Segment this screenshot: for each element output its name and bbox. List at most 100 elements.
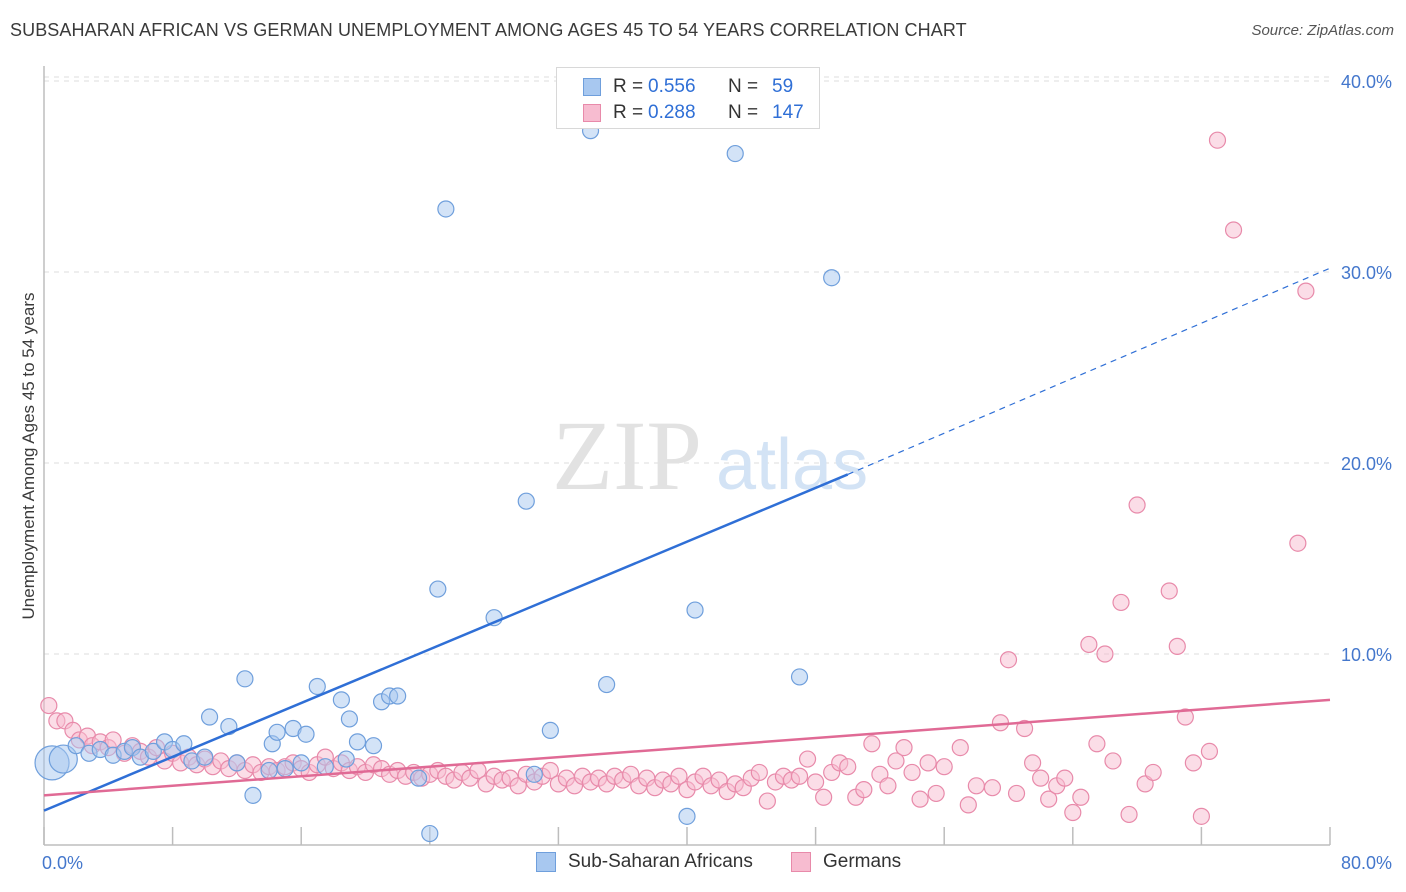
africans-point [200, 708, 219, 726]
africans-point [340, 710, 359, 728]
germans-point [1104, 752, 1122, 770]
germans-point [1192, 807, 1211, 825]
watermark-atlas: atlas [716, 425, 868, 505]
africans-point [790, 668, 809, 686]
africans-point [268, 723, 286, 741]
germans-point [1007, 784, 1026, 803]
legend-n-label: N = [728, 102, 759, 123]
africans-point [409, 769, 428, 787]
bottom-legend-swatch-africans [536, 852, 556, 872]
x-tick-label-min: 0.0% [42, 853, 83, 873]
bottom-legend-label-germans: Germans [823, 851, 902, 872]
x-tick-label-max: 80.0% [1341, 853, 1392, 873]
germans-point [855, 781, 873, 799]
germans-point [927, 784, 945, 803]
germans-point [1015, 719, 1034, 738]
legend-row-germans: R = 0.288 N = 147 [583, 100, 804, 126]
bottom-legend-germans: Germans [791, 851, 901, 873]
africans-point [598, 675, 616, 694]
y-tick-label: 10.0% [1341, 645, 1392, 665]
germans-point [1224, 221, 1243, 239]
africans-point [517, 492, 535, 510]
africans-point [244, 786, 262, 804]
africans-point [389, 687, 407, 705]
germans-point [798, 750, 817, 768]
germans-point [887, 752, 905, 770]
legend-n-label: N = [728, 76, 759, 97]
africans-point [316, 758, 334, 776]
bottom-legend: Sub-Saharan Africans Germans [0, 851, 1406, 877]
africans-point [348, 733, 367, 751]
germans-point [1120, 805, 1138, 824]
germans-point [951, 738, 969, 757]
germans-point [1176, 708, 1194, 726]
source-label: Source: ZipAtlas.com [1251, 22, 1394, 39]
germans-point [750, 763, 768, 782]
y-tick-label: 40.0% [1341, 72, 1392, 92]
germans-point [1064, 803, 1082, 822]
y-tick-label: 30.0% [1341, 263, 1392, 283]
germans-point [999, 651, 1018, 669]
germans-point [1128, 496, 1146, 514]
legend-n-value: 59 [772, 76, 794, 97]
y-axis-label: Unemployment Among Ages 45 to 54 years [19, 293, 38, 620]
africans-point [525, 765, 543, 783]
trend-lines [43, 267, 1331, 812]
africans-points [34, 122, 841, 843]
africans-point [236, 670, 254, 688]
germans-point [863, 735, 881, 753]
germans-point [1056, 769, 1074, 787]
germans-point [967, 777, 985, 795]
germans-point [919, 754, 937, 772]
watermark: ZIP atlas [552, 400, 868, 511]
legend-r-label: R = [613, 76, 644, 97]
chart-title: SUBSAHARAN AFRICAN VS GERMAN UNEMPLOYMEN… [10, 20, 967, 40]
germans-point [815, 788, 833, 806]
grid [44, 76, 1330, 655]
germans-point [1289, 534, 1307, 552]
germans-point [903, 763, 921, 782]
africans-point [297, 725, 315, 743]
africans-point [678, 807, 696, 825]
bottom-legend-africans: Sub-Saharan Africans [536, 851, 753, 873]
germans-point [911, 790, 929, 808]
legend: R = 0.556 N = 59 R = 0.288 N = 147 [556, 67, 820, 129]
africans-point [308, 677, 326, 696]
africans-point [144, 742, 162, 761]
africans-point [337, 750, 355, 768]
africans-point [541, 721, 559, 740]
africans-point [726, 144, 744, 163]
legend-r-label: R = [613, 102, 644, 123]
africans-point [228, 754, 246, 772]
africans-point [292, 754, 310, 772]
tick-labels: 10.0% 20.0% 30.0% 40.0% 0.0% 80.0% [42, 72, 1392, 873]
germans-point [1160, 582, 1178, 600]
legend-row-africans: R = 0.556 N = 59 [583, 74, 793, 100]
africans-point [48, 744, 78, 774]
germans-point [758, 792, 776, 810]
legend-swatch-africans [583, 78, 601, 96]
germans-point [959, 796, 977, 814]
germans-point [935, 758, 953, 776]
germans-point [790, 767, 809, 785]
germans-point [806, 773, 825, 791]
germans-point [1072, 788, 1090, 806]
africans-trend-line [43, 473, 849, 812]
germans-point [1088, 735, 1106, 753]
germans-trend-line [43, 698, 1331, 797]
germans-point [1208, 131, 1227, 149]
legend-r-value: 0.556 [648, 76, 696, 97]
bottom-legend-label-africans: Sub-Saharan Africans [568, 851, 753, 872]
bottom-legend-swatch-germans [791, 852, 811, 872]
germans-point [1040, 790, 1058, 808]
germans-point [541, 761, 559, 780]
germans-point [1184, 754, 1202, 772]
africans-point [67, 737, 85, 755]
germans-point [879, 777, 897, 795]
germans-point [1112, 593, 1130, 612]
legend-n-value: 147 [772, 102, 804, 123]
africans-point [823, 269, 841, 287]
africans-point [437, 200, 455, 218]
germans-point [1168, 637, 1186, 655]
